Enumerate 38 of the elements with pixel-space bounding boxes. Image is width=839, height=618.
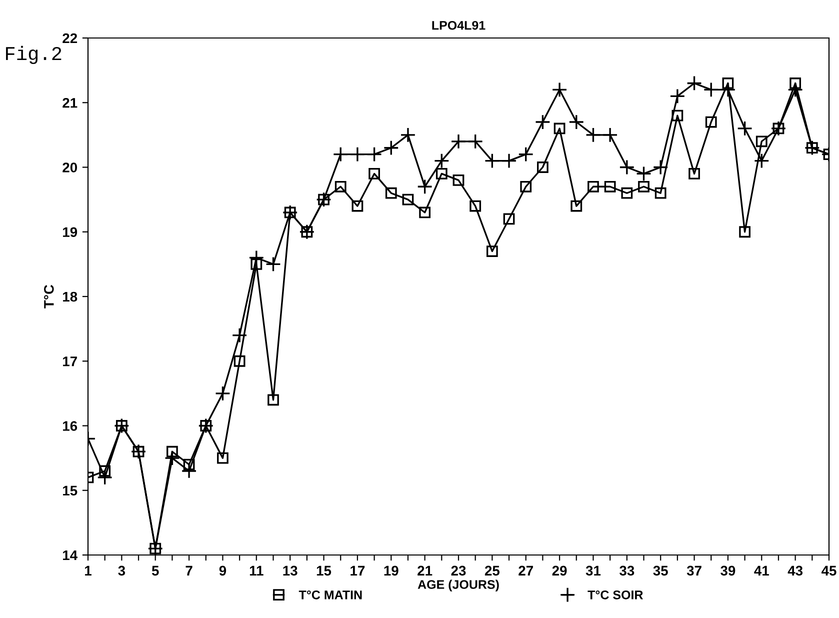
x-tick-label: 13 [283, 566, 298, 576]
x-tick-label: 45 [821, 566, 836, 576]
x-tick-label: 33 [620, 566, 634, 576]
x-tick-label: 1 [85, 566, 92, 576]
x-tick-label: 3 [118, 566, 126, 576]
x-tick-label: 43 [788, 566, 803, 576]
y-tick-label: 16 [63, 421, 78, 431]
x-tick-label: 21 [418, 566, 432, 576]
legend-label: T°C SOIR [588, 590, 643, 600]
x-tick-label: 29 [552, 566, 567, 576]
y-tick-label: 15 [63, 486, 78, 496]
x-tick-label: 7 [186, 566, 192, 576]
chart-title: LPO4L91 [432, 20, 486, 30]
x-tick-label: 39 [720, 566, 736, 576]
x-tick-label: 11 [250, 566, 264, 576]
x-tick-label: 41 [754, 566, 769, 576]
caption: Fig.2 [6, 46, 62, 64]
x-tick-label: 15 [316, 566, 332, 576]
y-axis-title: T°C [44, 284, 54, 308]
x-tick-label: 5 [152, 566, 159, 576]
x-tick-label: 17 [350, 566, 365, 576]
x-tick-label: 37 [686, 566, 702, 576]
x-tick-label: 19 [384, 566, 398, 576]
y-tick-label: 20 [62, 162, 78, 172]
y-tick-label: 14 [63, 550, 78, 560]
x-axis-title: AGE (JOURS) [418, 580, 499, 592]
x-tick-label: 27 [518, 566, 533, 576]
x-tick-label: 25 [484, 566, 500, 576]
y-tick-label: 19 [63, 227, 78, 238]
y-tick-label: 21 [62, 98, 78, 108]
y-tick-label: 18 [63, 292, 78, 302]
x-tick-label: 35 [653, 566, 668, 576]
x-tick-label: 31 [586, 566, 601, 576]
y-tick-label: 22 [62, 33, 78, 44]
x-tick-label: 9 [219, 566, 226, 576]
x-tick-label: 23 [451, 566, 466, 576]
legend-label: T°C MATIN [298, 590, 362, 600]
y-tick-label: 17 [63, 356, 77, 366]
